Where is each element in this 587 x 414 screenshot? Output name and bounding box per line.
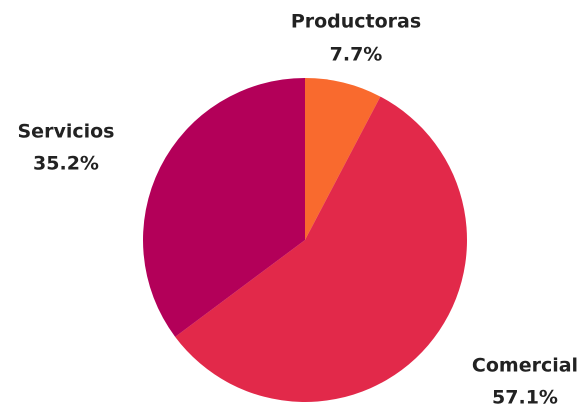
slice-label: Productoras (291, 11, 421, 33)
pie-slice (175, 96, 468, 403)
slice-value-label: 7.7% (330, 44, 383, 66)
slice-value-label: 57.1% (492, 387, 558, 409)
pie-slice (305, 78, 381, 240)
slice-label: Servicios (18, 121, 115, 143)
pie-slice (143, 78, 305, 337)
slice-label: Comercial (472, 355, 578, 377)
slice-value-label: 35.2% (33, 153, 99, 175)
